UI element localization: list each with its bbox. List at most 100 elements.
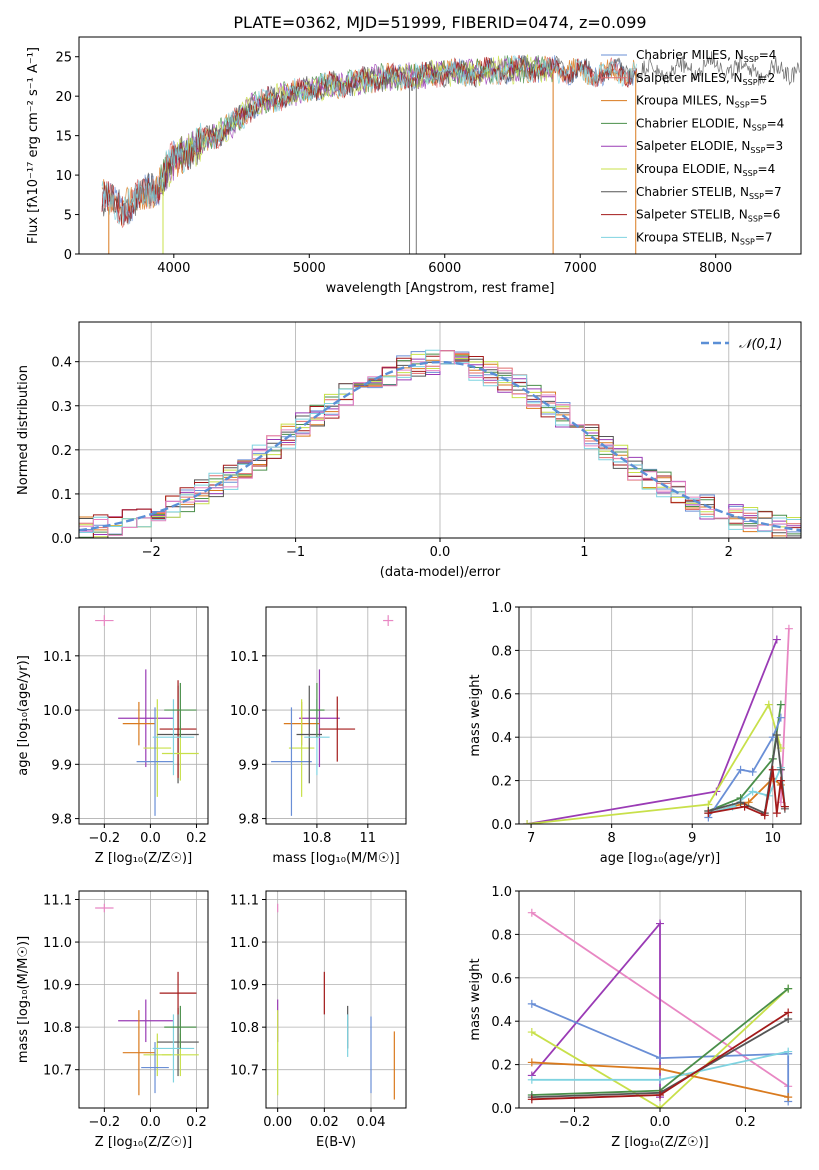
axes-frame	[265, 890, 407, 1109]
weight-marker	[768, 765, 777, 774]
x-axis-label: age [log₁₀(age/yr)]	[600, 851, 721, 866]
y-tick-label: 20	[55, 90, 72, 105]
y-axis-label: mass [log₁₀(M/M☉)]	[16, 936, 31, 1063]
y-tick-label: 0.0	[491, 1102, 512, 1117]
x-tick-label: 0.2	[186, 831, 207, 846]
y-axis-label: mass weight	[468, 958, 483, 1040]
axes-frame	[265, 606, 407, 825]
x-tick-label: −2	[142, 545, 161, 560]
weight-marker	[656, 1104, 664, 1108]
x-tick-label: 6000	[428, 261, 461, 276]
y-tick-label: 10.0	[230, 704, 259, 719]
axes-frame	[78, 36, 802, 255]
y-tick-label: 10.1	[43, 650, 72, 665]
y-tick-label: 0.6	[491, 972, 512, 987]
gaussian-curve	[79, 360, 801, 532]
weight-marker	[527, 1095, 536, 1104]
panel-spectrum: Chabrier MILES, NSSP=4 Salpeter MILES, NS…	[26, 36, 802, 296]
y-tick-label: 5	[64, 209, 72, 224]
x-tick-label: 7	[527, 831, 535, 846]
axes-frame	[78, 606, 209, 825]
weight-marker	[748, 767, 757, 776]
panel-mass-weight-vs-age: 7 8 9 10 0.0 0.2 0.4 0.6 0.8 1.0 age [log₁₀(age/yr…	[468, 601, 802, 866]
weight-marker	[772, 809, 781, 818]
weight-marker	[776, 713, 785, 722]
weight-marker	[527, 1058, 536, 1067]
legend-label: Chabrier MILES, NSSP=4	[636, 48, 776, 64]
weight-marker	[736, 798, 745, 807]
legend-label: Kroupa ELODIE, NSSP=4	[636, 162, 775, 178]
plot-area-mass-weight-vs-Z	[527, 908, 793, 1108]
plot-area-mass-vs-EBV	[277, 903, 395, 1100]
y-tick-label: 0.6	[491, 688, 512, 703]
weight-marker	[780, 802, 789, 811]
x-tick-label: 10	[765, 831, 782, 846]
y-tick-label: 10.9	[43, 979, 72, 994]
y-tick-label: 10	[55, 169, 72, 184]
y-tick-label: 0.8	[491, 644, 512, 659]
y-tick-label: 9.9	[238, 758, 259, 773]
y-tick-label: 0.8	[491, 928, 512, 943]
y-axis-label: age [log₁₀(age/yr)]	[16, 655, 31, 776]
y-tick-label: 9.8	[238, 813, 259, 828]
y-tick-label: 0	[64, 248, 72, 263]
weight-line	[531, 987, 789, 1108]
x-tick-label: −0.2	[559, 1115, 591, 1130]
plot-area-residuals	[79, 349, 801, 538]
legend-label: Salpeter STELIB, NSSP=6	[636, 208, 780, 224]
x-tick-label: 0.0	[650, 1115, 671, 1130]
weight-marker	[656, 919, 664, 928]
panel-residuals: 𝒩(0,1) −2 −1 0.0 1 2 0.0 0.1 0.2 0.3 0.4 (data-mode…	[16, 321, 802, 580]
x-tick-label: 0.04	[357, 1115, 386, 1130]
legend-label: Salpeter ELODIE, NSSP=3	[636, 139, 783, 155]
y-tick-label: 11.0	[43, 936, 72, 951]
x-axis-label: (data-model)/error	[380, 565, 501, 580]
x-tick-label: 0.0	[140, 1115, 161, 1130]
x-tick-label: −0.2	[89, 1115, 121, 1130]
y-tick-label: 1.0	[491, 885, 512, 900]
axes-frame	[518, 606, 802, 825]
legend-label: Chabrier STELIB, NSSP=7	[636, 185, 782, 201]
plot-area-age-vs-mass	[271, 615, 394, 816]
x-axis-label: Z [log₁₀(Z/Z☉)]	[95, 851, 192, 866]
weight-marker	[527, 908, 536, 917]
x-axis-label: mass [log₁₀(M/M☉)]	[272, 851, 399, 866]
plot-area-mass-vs-Z	[95, 903, 199, 1096]
y-tick-label: 15	[55, 130, 72, 145]
spectrum-line	[101, 55, 638, 225]
y-tick-label: 0.3	[51, 400, 72, 415]
x-tick-label: 8000	[699, 261, 732, 276]
weight-marker	[760, 811, 769, 820]
weight-marker	[784, 624, 793, 633]
x-axis-label: E(B-V)	[316, 1135, 356, 1150]
weight-marker	[772, 731, 781, 740]
weight-line	[708, 734, 786, 815]
x-tick-label: 10.8	[302, 831, 331, 846]
y-tick-label: 1.0	[491, 601, 512, 616]
x-tick-label: 1	[580, 545, 588, 560]
x-axis-label: wavelength [Angstrom, rest frame]	[326, 281, 555, 296]
x-tick-label: 0.2	[186, 1115, 207, 1130]
x-tick-label: 4000	[157, 261, 190, 276]
plot-area-age-vs-Z	[95, 615, 199, 816]
weight-marker	[768, 733, 777, 742]
legend-label: Salpeter MILES, NSSP=2	[636, 71, 775, 87]
x-tick-label: 0.2	[735, 1115, 756, 1130]
y-tick-label: 0.2	[51, 444, 72, 459]
legend-label: Chabrier ELODIE, NSSP=4	[636, 116, 784, 132]
weight-marker	[527, 999, 536, 1008]
panel-age-vs-Z: −0.2 0.0 0.2 9.8 9.9 10.0 10.1 Z [log₁₀(Z/Z☉)] a…	[16, 606, 209, 866]
weight-marker	[764, 700, 773, 709]
weight-marker	[740, 802, 749, 811]
y-tick-label: 10.7	[230, 1064, 259, 1079]
weight-marker	[748, 787, 757, 796]
y-tick-label: 10.0	[43, 704, 72, 719]
plot-area-mass-weight-vs-age	[523, 624, 793, 824]
y-tick-label: 0.0	[491, 818, 512, 833]
figure-title: PLATE=0362, MJD=51999, FIBERID=0474, z=0…	[233, 13, 646, 32]
y-tick-label: 0.1	[51, 488, 72, 503]
x-tick-label: 0.02	[310, 1115, 339, 1130]
weight-marker	[784, 1093, 793, 1102]
x-tick-label: −1	[286, 545, 305, 560]
